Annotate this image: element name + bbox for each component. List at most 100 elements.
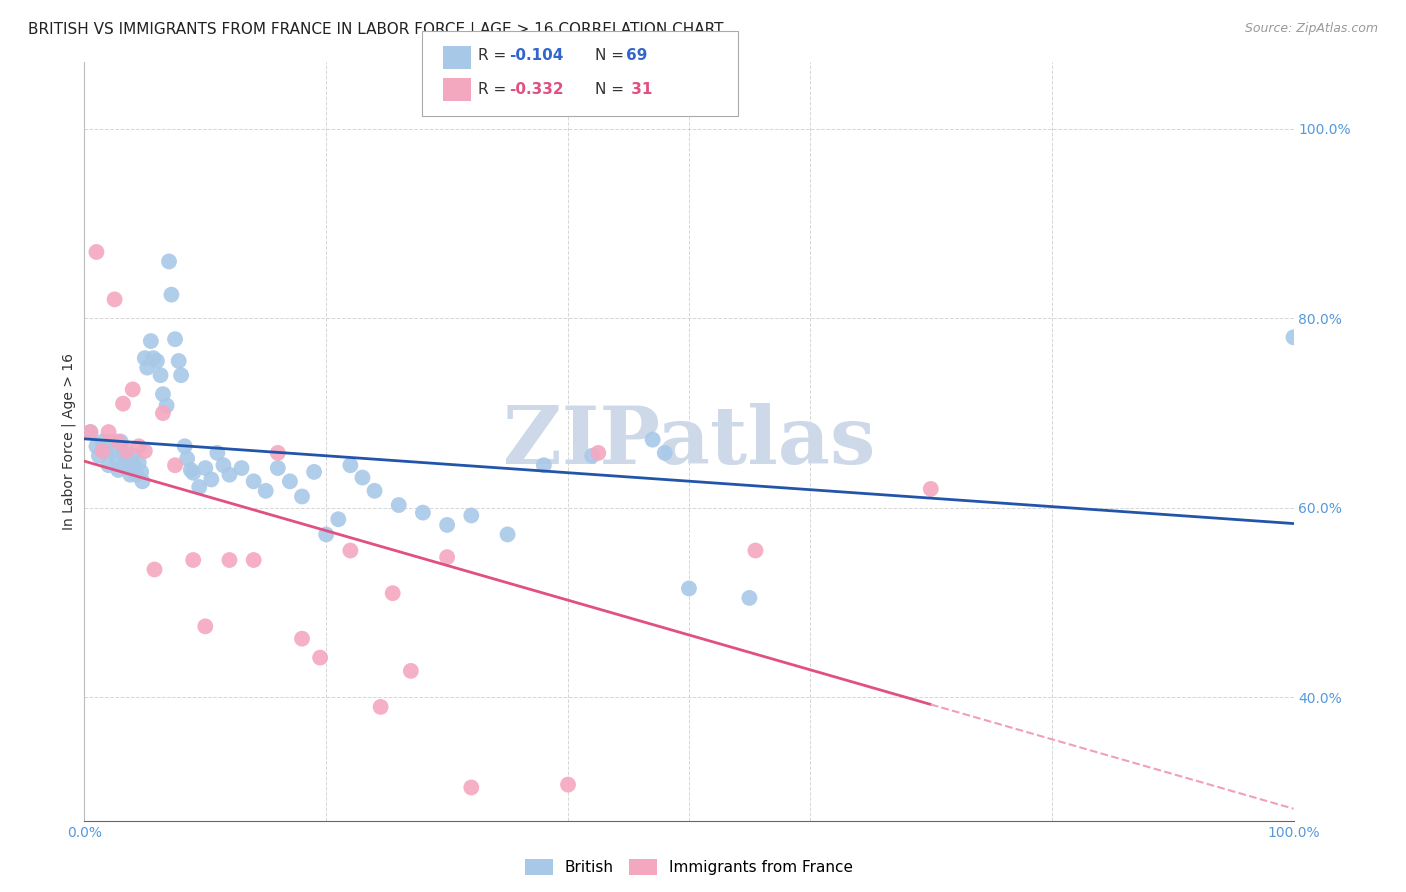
- British: [267, 461, 290, 475]
- Immigrants from France: [104, 293, 127, 307]
- British: [412, 506, 434, 520]
- British: [170, 368, 193, 383]
- British: [188, 480, 211, 494]
- Immigrants from France: [460, 780, 482, 795]
- British: [207, 446, 229, 460]
- Immigrants from France: [381, 586, 404, 600]
- Immigrants from France: [920, 482, 942, 496]
- Immigrants from France: [339, 543, 361, 558]
- British: [315, 527, 337, 541]
- British: [176, 451, 198, 466]
- British: [121, 449, 143, 463]
- Text: N =: N =: [595, 48, 628, 62]
- British: [129, 465, 152, 479]
- British: [1282, 330, 1305, 344]
- British: [115, 449, 138, 463]
- Immigrants from France: [143, 562, 166, 576]
- British: [160, 287, 183, 301]
- British: [678, 582, 700, 596]
- Y-axis label: In Labor Force | Age > 16: In Labor Force | Age > 16: [62, 353, 76, 530]
- British: [125, 467, 148, 482]
- Immigrants from France: [112, 397, 135, 411]
- Text: BRITISH VS IMMIGRANTS FROM FRANCE IN LABOR FORCE | AGE > 16 CORRELATION CHART: BRITISH VS IMMIGRANTS FROM FRANCE IN LAB…: [28, 22, 724, 38]
- British: [496, 527, 519, 541]
- British: [131, 475, 153, 489]
- British: [165, 332, 187, 346]
- Immigrants from France: [86, 244, 108, 259]
- British: [460, 508, 482, 523]
- Immigrants from France: [588, 446, 610, 460]
- British: [200, 473, 222, 487]
- British: [142, 351, 165, 366]
- Immigrants from France: [107, 434, 129, 449]
- Text: -0.104: -0.104: [509, 48, 564, 62]
- Legend: British, Immigrants from France: British, Immigrants from France: [519, 853, 859, 881]
- British: [218, 467, 240, 482]
- British: [231, 461, 253, 475]
- British: [112, 446, 135, 460]
- British: [278, 475, 301, 489]
- British: [194, 461, 217, 475]
- Immigrants from France: [91, 444, 114, 458]
- British: [124, 460, 146, 475]
- British: [242, 475, 264, 489]
- British: [91, 434, 114, 449]
- Immigrants from France: [194, 619, 217, 633]
- British: [212, 458, 235, 473]
- Text: ZIPatlas: ZIPatlas: [503, 402, 875, 481]
- British: [180, 463, 202, 477]
- Immigrants from France: [436, 550, 458, 565]
- British: [149, 368, 172, 383]
- Text: R =: R =: [478, 48, 512, 62]
- British: [110, 434, 132, 449]
- British: [533, 458, 555, 473]
- British: [254, 483, 277, 498]
- British: [328, 512, 350, 526]
- British: [339, 458, 361, 473]
- Text: Source: ZipAtlas.com: Source: ZipAtlas.com: [1244, 22, 1378, 36]
- Immigrants from France: [152, 406, 174, 420]
- Text: -0.332: -0.332: [509, 82, 564, 96]
- Immigrants from France: [218, 553, 240, 567]
- British: [641, 433, 664, 447]
- Immigrants from France: [121, 383, 143, 397]
- Immigrants from France: [370, 700, 392, 714]
- Immigrants from France: [744, 543, 766, 558]
- British: [363, 483, 385, 498]
- British: [118, 461, 141, 475]
- British: [157, 254, 180, 268]
- Immigrants from France: [79, 425, 101, 439]
- British: [139, 334, 162, 348]
- Immigrants from France: [242, 553, 264, 567]
- Text: 31: 31: [626, 82, 652, 96]
- British: [654, 446, 676, 460]
- Immigrants from France: [267, 446, 290, 460]
- Text: N =: N =: [595, 82, 628, 96]
- Immigrants from France: [309, 650, 332, 665]
- Immigrants from France: [115, 444, 138, 458]
- British: [94, 444, 117, 458]
- British: [291, 490, 314, 504]
- Immigrants from France: [399, 664, 422, 678]
- British: [104, 444, 127, 458]
- British: [87, 449, 110, 463]
- British: [107, 463, 129, 477]
- British: [302, 465, 325, 479]
- British: [79, 425, 101, 439]
- Text: 69: 69: [626, 48, 647, 62]
- Immigrants from France: [165, 458, 187, 473]
- Text: R =: R =: [478, 82, 512, 96]
- Immigrants from France: [128, 439, 150, 453]
- British: [155, 399, 177, 413]
- British: [352, 470, 374, 484]
- British: [173, 439, 195, 453]
- British: [112, 458, 135, 473]
- British: [100, 434, 122, 449]
- British: [436, 517, 458, 532]
- British: [136, 360, 159, 375]
- Immigrants from France: [557, 778, 579, 792]
- British: [167, 354, 190, 368]
- British: [86, 439, 108, 453]
- British: [146, 354, 169, 368]
- Immigrants from France: [97, 425, 120, 439]
